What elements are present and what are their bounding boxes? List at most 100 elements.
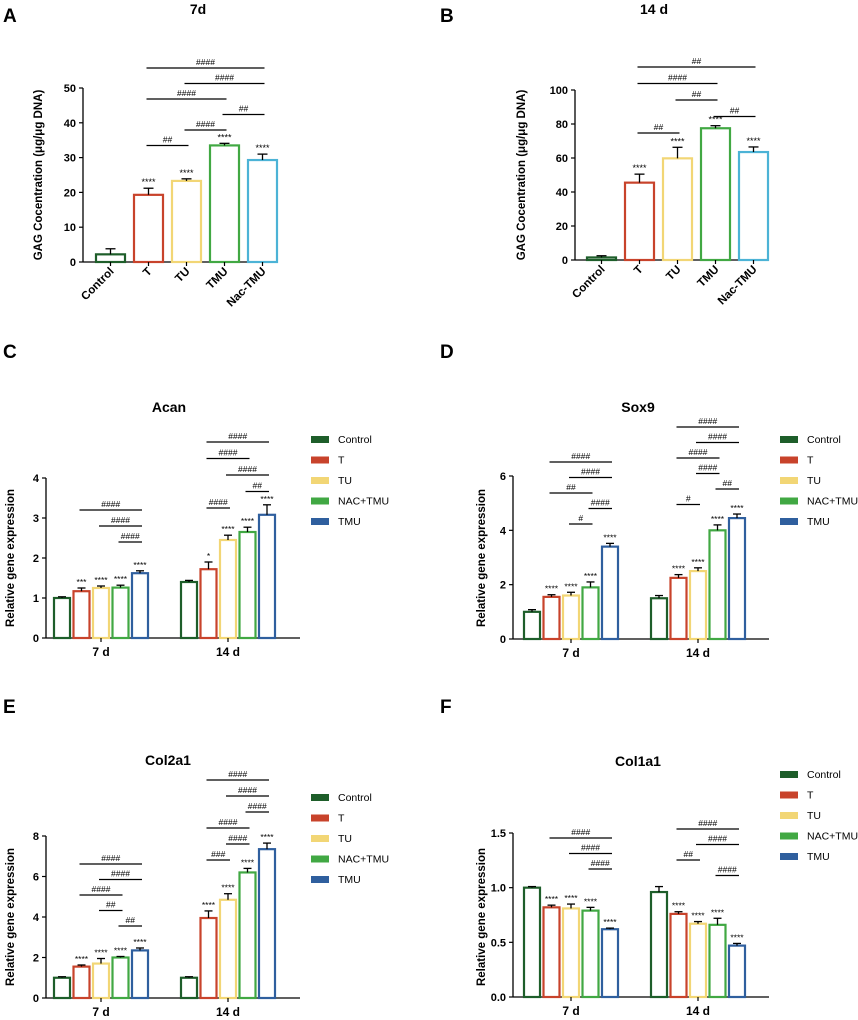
y-tick-label: 0 (33, 993, 39, 1005)
significance-label: #### (238, 785, 257, 795)
y-tick-label: 20 (64, 187, 76, 199)
y-tick-label: 20 (556, 221, 568, 233)
y-tick-label: 40 (556, 187, 568, 199)
significance-stars: **** (202, 900, 216, 910)
bar (170, 179, 203, 264)
legend-swatch (311, 518, 329, 525)
y-tick-label: 3 (33, 513, 39, 525)
significance-stars: **** (133, 937, 147, 947)
bar (130, 949, 150, 1000)
legend-swatch (780, 771, 798, 778)
bar (561, 907, 581, 999)
bar (208, 144, 241, 264)
legend-swatch (311, 835, 329, 842)
significance-label: ## (126, 915, 136, 925)
bar (600, 545, 620, 641)
chart-title: Sox9 (621, 399, 655, 415)
y-tick-label: 50 (64, 83, 76, 95)
significance-label: # (578, 513, 583, 523)
significance-stars: **** (255, 143, 270, 153)
x-tick-label: Nac-TMU (716, 264, 760, 308)
significance-label: #### (571, 827, 590, 837)
legend-label: TMU (338, 874, 361, 886)
panel-A: 0 10 20 30 40 50 GAG Cocentration (μg/μg DNA) 7… (3, 1, 279, 310)
significance-stars: **** (241, 857, 255, 867)
bar (708, 923, 727, 999)
bar (179, 976, 199, 1000)
y-tick-label: 2 (33, 953, 39, 965)
significance-label: # (686, 494, 691, 504)
y-tick-label: 0 (562, 255, 568, 267)
y-tick-label: 80 (556, 119, 568, 131)
legend-swatch (311, 814, 329, 822)
significance-label: #### (571, 451, 590, 461)
legend-swatch (780, 477, 798, 484)
significance-stars: **** (708, 115, 723, 125)
panel-B: 0 20 40 60 80 100 GAG Cocentration (μg/μg DNA)… (440, 1, 770, 308)
x-tick-label: Control (79, 266, 116, 303)
significance-label: #### (668, 73, 687, 83)
bar (661, 157, 694, 262)
chart-title: 7d (190, 1, 206, 17)
x-tick-label: 14 d (686, 1004, 710, 1018)
significance-label: ## (253, 481, 263, 491)
legend-label: T (338, 813, 345, 825)
panel-label: D (440, 342, 454, 363)
y-tick-label: 30 (64, 153, 76, 165)
x-tick-label: 14 d (216, 645, 240, 659)
panel-label: C (3, 342, 17, 363)
x-tick-label: Nac-TMU (225, 266, 269, 310)
legend-label: NAC+TMU (338, 496, 389, 508)
significance-stars: **** (94, 948, 108, 958)
chart-title: 14 d (640, 1, 668, 17)
bar (542, 906, 561, 999)
significance-stars: **** (691, 911, 705, 921)
significance-label: #### (248, 801, 267, 811)
y-tick-label: 0.0 (491, 992, 506, 1004)
x-tick-label: 14 d (216, 1005, 240, 1019)
significance-label: #### (196, 57, 215, 67)
significance-label: ## (730, 106, 740, 116)
y-tick-label: 2 (500, 580, 506, 592)
bar (218, 538, 238, 640)
legend-swatch (780, 791, 798, 799)
bar (52, 596, 72, 640)
y-tick-label: 4 (500, 525, 507, 537)
significance-stars: **** (711, 514, 725, 524)
bar (688, 569, 708, 641)
legend-swatch (311, 456, 329, 464)
significance-label: #### (228, 833, 247, 843)
x-tick-label: 14 d (686, 646, 710, 660)
y-tick-label: 1.5 (491, 828, 506, 840)
bar (52, 976, 72, 1000)
bar (623, 181, 656, 262)
significance-label: #### (708, 834, 727, 844)
bar (238, 871, 257, 1000)
y-tick-label: 4 (33, 473, 40, 485)
legend-swatch (780, 832, 798, 840)
bar (91, 586, 111, 640)
legend-label: TU (807, 475, 821, 487)
y-axis-label: Relative gene expression (476, 848, 488, 986)
bar (94, 253, 127, 264)
legend-swatch (311, 497, 329, 505)
y-tick-label: 0 (500, 634, 506, 646)
legend-swatch (780, 518, 798, 525)
bar (585, 256, 618, 262)
x-tick-label: TU (173, 266, 192, 285)
y-tick-label: 6 (33, 872, 39, 884)
legend-label: T (807, 455, 814, 467)
significance-label: ## (684, 849, 694, 859)
bar (561, 594, 581, 641)
significance-label: #### (591, 498, 610, 508)
significance-label: ### (211, 849, 225, 859)
legend-label: Control (807, 434, 841, 446)
legend-swatch (311, 794, 329, 801)
significance-stars: **** (545, 584, 559, 594)
bar (581, 586, 600, 641)
bar (699, 127, 732, 262)
x-tick-label: T (141, 266, 154, 279)
legend-swatch (780, 456, 798, 464)
